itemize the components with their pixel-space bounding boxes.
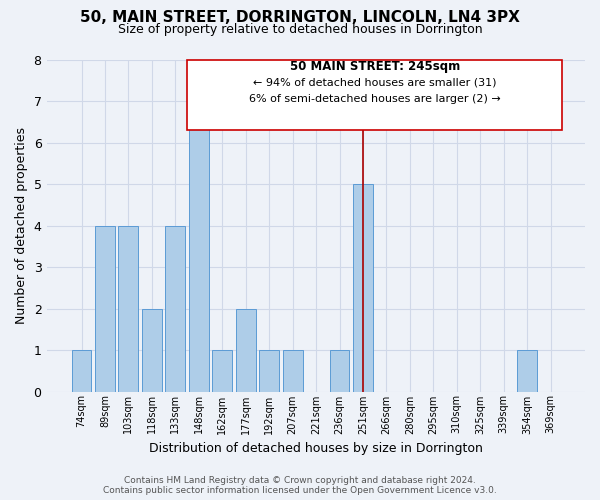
- Text: 50, MAIN STREET, DORRINGTON, LINCOLN, LN4 3PX: 50, MAIN STREET, DORRINGTON, LINCOLN, LN…: [80, 10, 520, 25]
- Bar: [212, 350, 232, 392]
- Text: Size of property relative to detached houses in Dorrington: Size of property relative to detached ho…: [118, 22, 482, 36]
- Bar: [517, 350, 537, 392]
- Bar: [95, 226, 115, 392]
- Text: 6% of semi-detached houses are larger (2) →: 6% of semi-detached houses are larger (2…: [249, 94, 500, 104]
- Bar: [118, 226, 139, 392]
- Bar: [353, 184, 373, 392]
- Text: 50 MAIN STREET: 245sqm: 50 MAIN STREET: 245sqm: [290, 60, 460, 72]
- Bar: [189, 102, 209, 392]
- Y-axis label: Number of detached properties: Number of detached properties: [15, 128, 28, 324]
- Bar: [71, 350, 91, 392]
- Bar: [329, 350, 349, 392]
- Bar: [236, 308, 256, 392]
- Bar: [259, 350, 279, 392]
- Bar: [166, 226, 185, 392]
- Text: ← 94% of detached houses are smaller (31): ← 94% of detached houses are smaller (31…: [253, 78, 496, 88]
- Bar: [283, 350, 302, 392]
- X-axis label: Distribution of detached houses by size in Dorrington: Distribution of detached houses by size …: [149, 442, 483, 455]
- Text: Contains HM Land Registry data © Crown copyright and database right 2024.
Contai: Contains HM Land Registry data © Crown c…: [103, 476, 497, 495]
- FancyBboxPatch shape: [187, 60, 562, 130]
- Bar: [142, 308, 162, 392]
